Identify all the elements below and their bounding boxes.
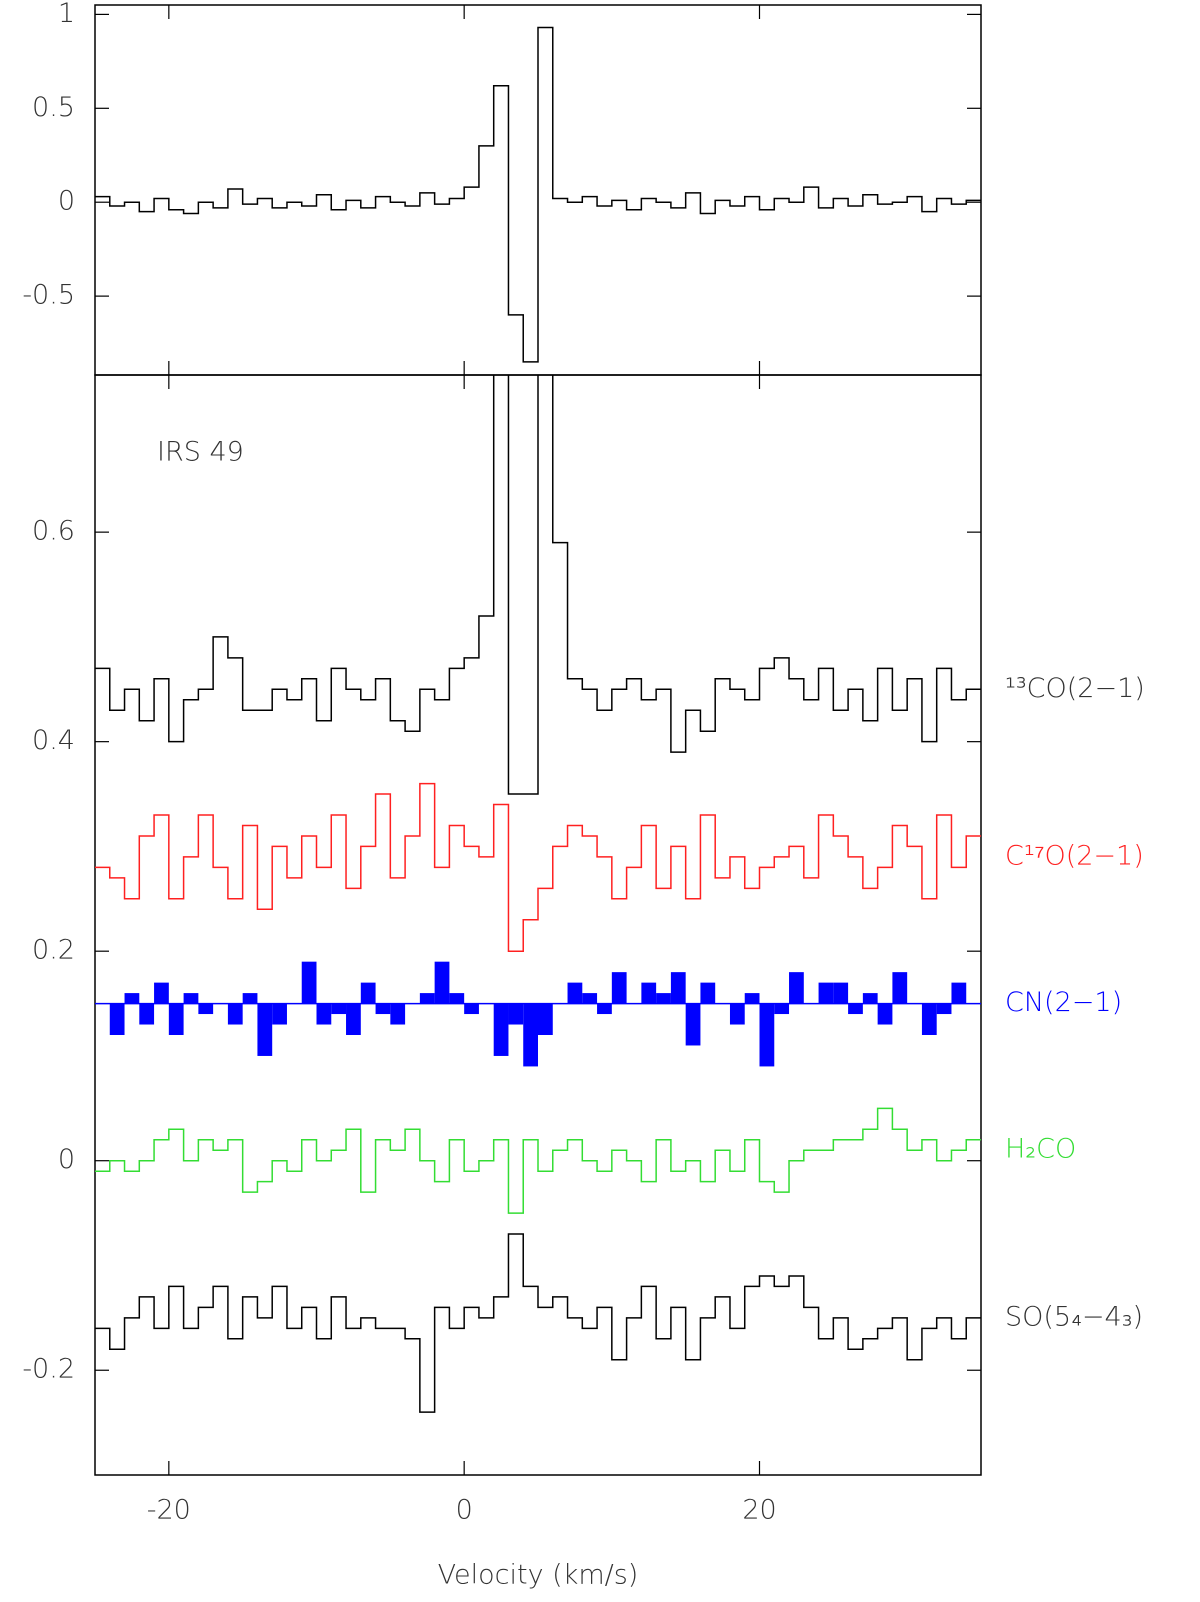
- bar: [877, 1003, 893, 1025]
- bar: [729, 1003, 745, 1025]
- bar: [272, 1003, 287, 1025]
- y-tick-label: 0.2: [32, 935, 75, 966]
- series-label: H₂CO: [1005, 1134, 1076, 1165]
- bar: [538, 1003, 553, 1035]
- bar: [848, 1003, 863, 1015]
- bar: [242, 993, 258, 1004]
- bar: [833, 982, 849, 1004]
- y-tick-label: -0.5: [22, 280, 75, 311]
- bar: [493, 1003, 509, 1056]
- bar: [597, 1003, 612, 1015]
- bar: [892, 972, 908, 1004]
- bar: [124, 993, 140, 1004]
- bar: [700, 982, 716, 1004]
- bar: [198, 1003, 214, 1015]
- plot-area: [95, 375, 981, 1413]
- bar: [670, 972, 686, 1004]
- bar: [523, 1003, 538, 1067]
- bar: [139, 1003, 155, 1025]
- x-tick-label: 0: [456, 1495, 473, 1526]
- bar: [464, 1003, 479, 1015]
- bar: [759, 1003, 775, 1067]
- series-label: CN(2−1): [1005, 987, 1122, 1018]
- y-tick-label: 0: [58, 186, 75, 217]
- bar: [390, 1003, 406, 1025]
- bar: [789, 972, 804, 1004]
- bar: [154, 982, 169, 1004]
- bar: [508, 1003, 524, 1025]
- bar: [921, 1003, 937, 1035]
- bar: [744, 993, 760, 1004]
- spectrum-line: [95, 1107, 981, 1214]
- plot-area: [95, 26, 981, 363]
- bar: [419, 993, 435, 1004]
- bar: [227, 1003, 243, 1025]
- y-tick-label: 0.4: [32, 725, 75, 756]
- series-label: ¹³CO(2−1): [1005, 673, 1145, 704]
- bar: [818, 982, 834, 1004]
- spectrum-line: [95, 375, 981, 795]
- bar: [257, 1003, 273, 1056]
- spectrum-line: [95, 26, 981, 363]
- annotation: IRS 49: [157, 437, 244, 468]
- bar: [316, 1003, 332, 1025]
- bar: [346, 1003, 361, 1035]
- y-tick-label: 0.5: [32, 92, 75, 123]
- bar: [685, 1003, 701, 1046]
- spectrum-line: [95, 782, 981, 952]
- x-tick-label: 20: [742, 1495, 776, 1526]
- x-axis-label: Velocity (km/s): [438, 1560, 639, 1591]
- series-label: C¹⁷O(2−1): [1005, 840, 1144, 871]
- bar: [656, 993, 671, 1004]
- bar: [582, 993, 598, 1004]
- y-tick-label: 1: [58, 0, 75, 29]
- spectrum-line: [95, 1233, 981, 1413]
- x-tick-label: -20: [147, 1495, 191, 1526]
- bar: [301, 961, 317, 1004]
- bar: [936, 1003, 952, 1015]
- bar: [360, 982, 376, 1004]
- bar: [434, 961, 450, 1004]
- bar: [774, 1003, 790, 1015]
- bar: [611, 972, 627, 1004]
- bar: [641, 982, 657, 1004]
- bar: [951, 982, 967, 1004]
- bar: [375, 1003, 391, 1015]
- bar: [168, 1003, 184, 1035]
- bar: [862, 993, 878, 1004]
- bar: [331, 1003, 347, 1015]
- series-label: SO(5₄−4₃): [1005, 1301, 1143, 1332]
- y-tick-label: -0.2: [22, 1354, 75, 1385]
- y-tick-label: 0.6: [32, 516, 75, 547]
- bar: [109, 1003, 125, 1035]
- bar: [449, 993, 465, 1004]
- bar: [567, 982, 583, 1004]
- y-tick-label: 0: [58, 1144, 75, 1175]
- bar: [183, 993, 199, 1004]
